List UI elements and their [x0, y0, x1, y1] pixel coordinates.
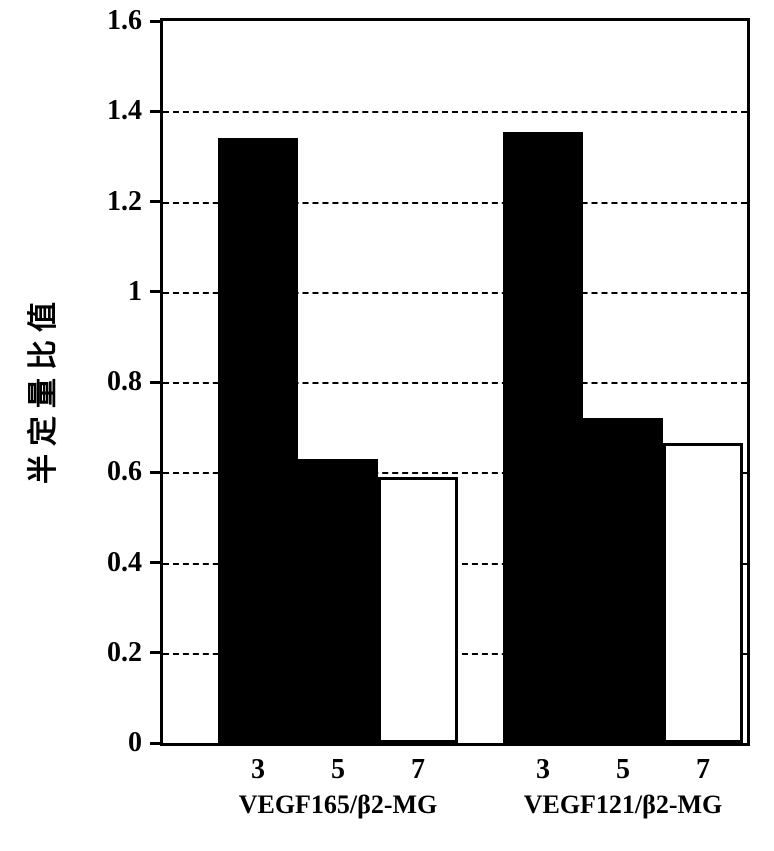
- x-group-label: VEGF165/β2-MG: [198, 790, 478, 820]
- x-category-label: 3: [503, 754, 583, 786]
- x-category-label: 3: [218, 754, 298, 786]
- bar: [378, 477, 458, 743]
- y-tick-mark: [150, 200, 160, 203]
- bar: [503, 132, 583, 743]
- y-tick-label: 0.2: [72, 637, 142, 669]
- x-group-label: VEGF121/β2-MG: [483, 790, 763, 820]
- grid-line: [163, 111, 747, 113]
- bar-chart: 半定量比值 00.20.40.60.811.21.41.6357VEGF165/…: [0, 0, 774, 851]
- bar: [583, 418, 663, 743]
- y-tick-mark: [150, 742, 160, 745]
- y-tick-label: 0.4: [72, 547, 142, 579]
- y-tick-mark: [150, 290, 160, 293]
- bar: [218, 138, 298, 743]
- y-tick-label: 0: [72, 727, 142, 759]
- y-tick-label: 1.4: [72, 95, 142, 127]
- y-tick-label: 0.8: [72, 366, 142, 398]
- x-category-label: 7: [378, 754, 458, 786]
- y-tick-label: 1.6: [72, 5, 142, 37]
- y-tick-label: 1.2: [72, 186, 142, 218]
- y-tick-label: 0.6: [72, 456, 142, 488]
- y-tick-label: 1: [72, 276, 142, 308]
- y-tick-mark: [150, 561, 160, 564]
- x-category-label: 7: [663, 754, 743, 786]
- bar: [298, 459, 378, 743]
- x-category-label: 5: [298, 754, 378, 786]
- y-tick-mark: [150, 651, 160, 654]
- y-tick-mark: [150, 110, 160, 113]
- y-tick-mark: [150, 471, 160, 474]
- y-tick-mark: [150, 20, 160, 23]
- x-category-label: 5: [583, 754, 663, 786]
- y-axis-title: 半定量比值: [18, 259, 62, 519]
- y-tick-mark: [150, 381, 160, 384]
- bar: [663, 443, 743, 743]
